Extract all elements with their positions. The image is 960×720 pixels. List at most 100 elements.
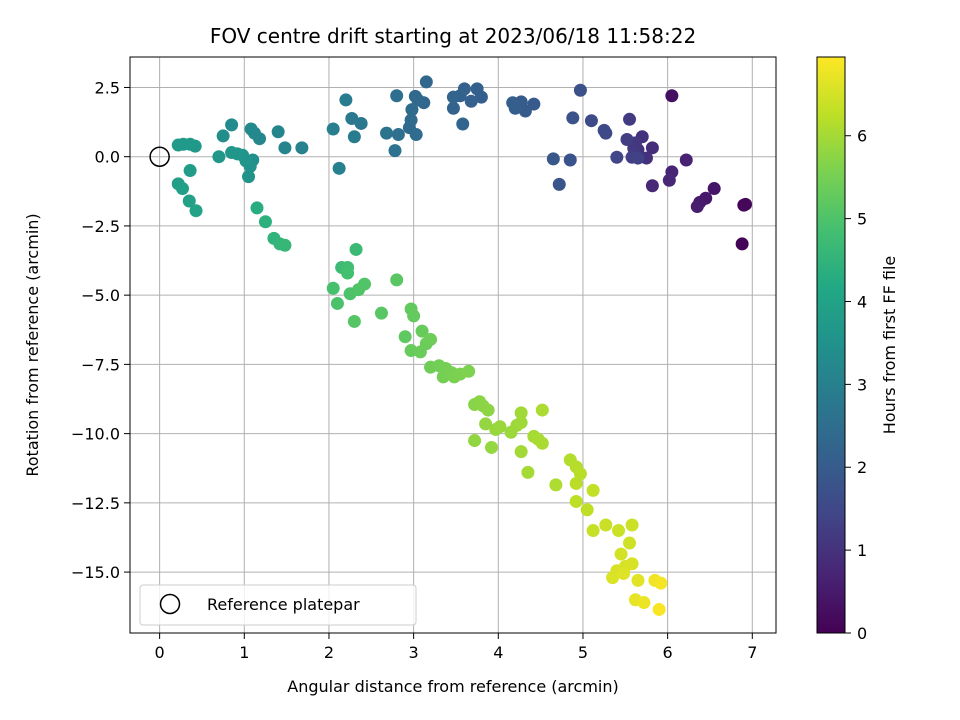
- data-point: [388, 144, 402, 158]
- data-point: [358, 277, 372, 291]
- data-point: [563, 153, 577, 167]
- data-point: [182, 194, 196, 208]
- data-point: [345, 111, 359, 125]
- data-point: [707, 182, 721, 196]
- data-point: [390, 273, 404, 287]
- data-point: [645, 179, 659, 193]
- data-point: [479, 417, 493, 431]
- data-point: [462, 364, 476, 378]
- data-point: [183, 164, 197, 178]
- data-point: [464, 94, 478, 108]
- data-point: [506, 96, 520, 110]
- data-point: [573, 467, 587, 481]
- data-point: [662, 173, 676, 187]
- colorbar-tick-label: 5: [857, 210, 867, 229]
- x-tick-label: 2: [324, 643, 334, 662]
- data-point: [549, 478, 563, 492]
- data-point: [250, 201, 264, 215]
- data-point: [610, 150, 624, 164]
- data-point: [349, 242, 363, 256]
- data-point: [415, 324, 429, 338]
- data-point: [380, 126, 394, 140]
- data-point: [546, 152, 560, 166]
- data-point: [652, 602, 666, 616]
- data-point: [326, 281, 340, 295]
- data-point: [446, 90, 460, 104]
- chart-title: FOV centre drift starting at 2023/06/18 …: [210, 24, 696, 48]
- data-point: [586, 483, 600, 497]
- x-tick-label: 5: [578, 643, 588, 662]
- data-point: [295, 141, 309, 155]
- data-point: [631, 573, 645, 587]
- data-point: [481, 403, 495, 417]
- data-points: [171, 75, 753, 616]
- colorbar-tick-label: 3: [857, 375, 867, 394]
- colorbar: 0 1 2 3 4 5 6 Hours from first FF file: [816, 56, 899, 643]
- data-point: [405, 103, 419, 117]
- data-point: [485, 440, 499, 454]
- data-point: [735, 237, 749, 251]
- data-point: [278, 141, 292, 155]
- colorbar-tick-label: 4: [857, 292, 867, 311]
- data-point: [408, 89, 422, 103]
- data-point: [625, 518, 639, 532]
- data-point: [225, 146, 239, 160]
- colorbar-tick-label: 6: [857, 127, 867, 146]
- data-point: [216, 129, 230, 143]
- data-point: [620, 133, 634, 147]
- data-point: [390, 89, 404, 103]
- data-point: [535, 436, 549, 450]
- data-point: [580, 503, 594, 517]
- data-point: [514, 416, 528, 430]
- data-point: [514, 445, 528, 459]
- data-point: [391, 128, 405, 142]
- y-tick-label: −2.5: [81, 217, 120, 236]
- x-tick-label: 1: [239, 643, 249, 662]
- data-point: [552, 177, 566, 191]
- legend-box: [139, 584, 417, 626]
- y-axis-label: Rotation from reference (arcmin): [23, 213, 42, 476]
- data-point: [341, 266, 355, 280]
- data-point: [424, 332, 438, 346]
- data-point: [189, 204, 203, 218]
- colorbar-tick-label: 1: [857, 541, 867, 560]
- data-point: [278, 238, 292, 252]
- legend-marker-icon: [159, 593, 181, 615]
- colorbar-ticks: 0 1 2 3 4 5 6: [845, 127, 867, 643]
- reference-platepar-point: [149, 146, 170, 167]
- data-point: [606, 571, 620, 585]
- data-point: [244, 122, 258, 136]
- data-point: [623, 112, 637, 126]
- x-tick-label: 0: [155, 643, 165, 662]
- data-point: [631, 151, 645, 165]
- data-point: [665, 89, 679, 103]
- x-axis-label: Angular distance from reference (arcmin): [287, 677, 618, 696]
- data-point: [584, 114, 598, 128]
- data-point: [637, 596, 651, 610]
- x-tick-label: 7: [747, 643, 757, 662]
- data-point: [514, 406, 528, 420]
- data-point: [569, 476, 583, 490]
- data-point: [468, 434, 482, 448]
- colorbar-tick-label: 2: [857, 458, 867, 477]
- data-point: [339, 93, 353, 107]
- data-point: [470, 82, 484, 96]
- grid-lines: [130, 57, 776, 633]
- data-point: [521, 465, 535, 479]
- data-point: [612, 524, 626, 538]
- data-point: [456, 117, 470, 131]
- data-point: [679, 153, 693, 167]
- data-point: [623, 536, 637, 550]
- data-point: [535, 403, 549, 417]
- x-tick-label: 4: [493, 643, 503, 662]
- data-point: [614, 547, 628, 561]
- y-tick-label: −10.0: [71, 425, 120, 444]
- y-tick-label: 2.5: [95, 78, 120, 97]
- data-point: [617, 566, 631, 580]
- data-point: [175, 182, 189, 196]
- x-tick-label: 3: [409, 643, 419, 662]
- data-point: [597, 123, 611, 137]
- data-point: [739, 197, 753, 211]
- data-point: [212, 150, 226, 164]
